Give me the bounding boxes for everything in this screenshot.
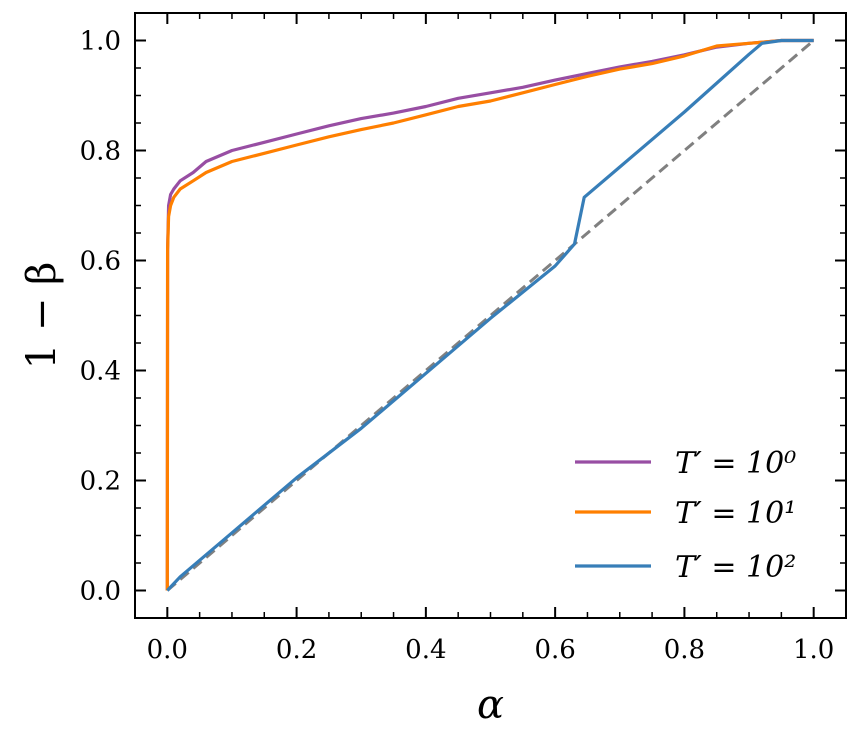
- legend-label-1: T′ = 10¹: [675, 496, 796, 531]
- y-tick-label: 0.6: [80, 247, 121, 277]
- y-tick-label: 0.4: [80, 357, 121, 387]
- x-tick-label: 0.4: [405, 635, 446, 665]
- legend-label-2: T′ = 10²: [675, 550, 796, 585]
- x-tick-label: 0.6: [534, 635, 575, 665]
- x-tick-label: 1.0: [793, 635, 834, 665]
- legend-label-0: T′ = 10⁰: [675, 446, 796, 481]
- y-tick-label: 0.0: [80, 577, 121, 607]
- y-axis-label: 1 − β: [19, 262, 65, 370]
- x-axis-label: α: [477, 682, 504, 728]
- y-tick-label: 0.2: [80, 467, 121, 497]
- reference-line-layer: [166, 39, 815, 592]
- legend: T′ = 10⁰ T′ = 10¹ T′ = 10²: [575, 446, 796, 585]
- series-line-1: [165, 38, 814, 591]
- series-layer: [165, 38, 814, 592]
- tick-layer: 0.0 0.2 0.4 0.6 0.8 1.0 0.0 0.2 0.4 0.6 0.8 1.0: [80, 13, 846, 665]
- x-tick-label: 0.2: [276, 635, 317, 665]
- y-tick-label: 0.8: [80, 137, 121, 167]
- reference-diagonal-line: [166, 39, 815, 592]
- x-tick-label: 0.0: [147, 635, 188, 665]
- series-line-2: [166, 38, 814, 592]
- x-tick-label: 0.8: [664, 635, 705, 665]
- y-tick-label: 1.0: [80, 27, 121, 57]
